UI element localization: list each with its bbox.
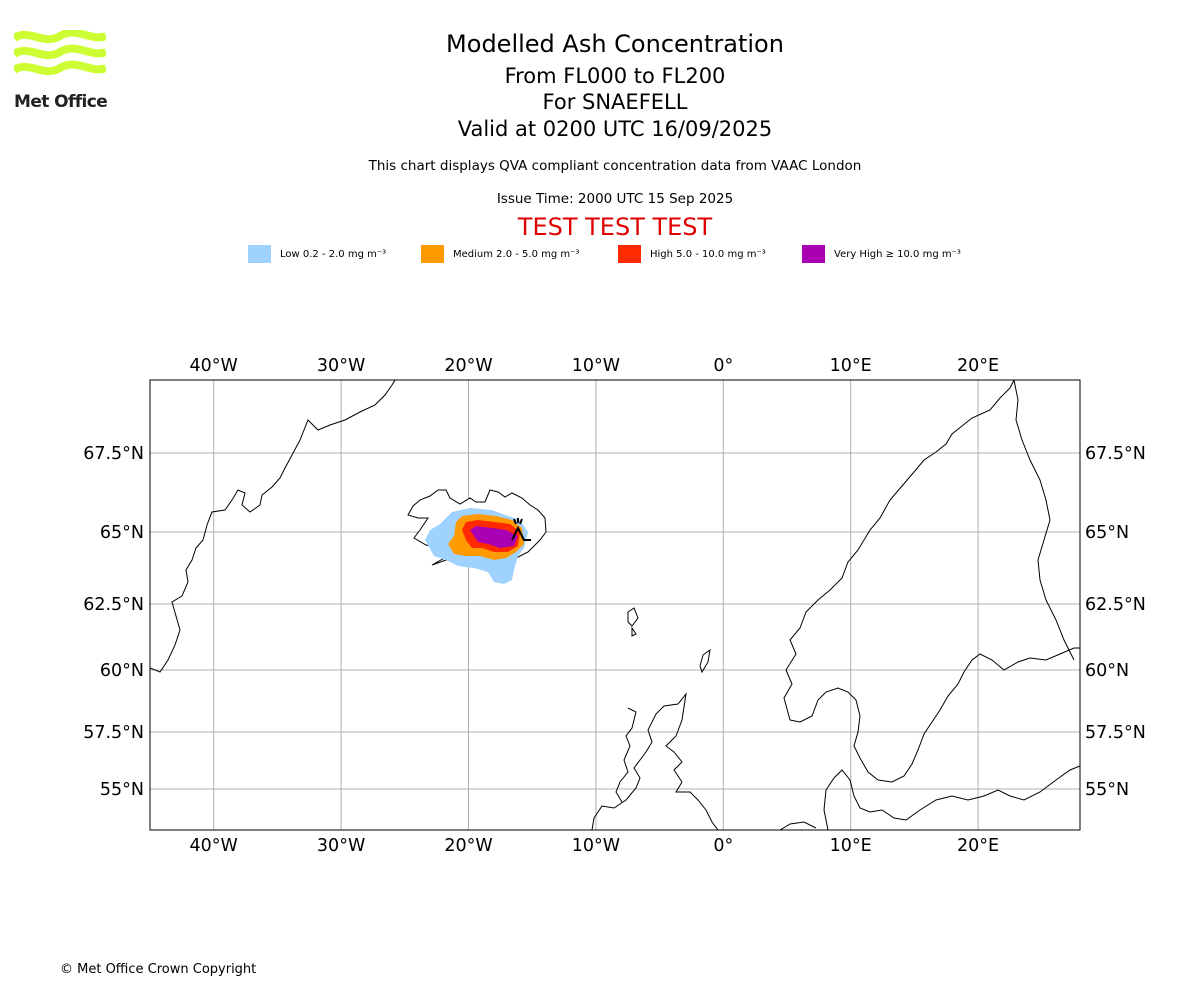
flight-level-subtitle: From FL000 to FL200 [504, 64, 726, 88]
met-office-logo-icon [14, 30, 106, 76]
lon-tick-label-top: 0° [713, 356, 733, 376]
lat-tick-label-left: 67.5°N [83, 444, 144, 464]
lat-tick-label-left: 65°N [100, 523, 144, 543]
legend-swatch-high [618, 245, 641, 263]
legend-item-very-high: Very High ≥ 10.0 mg m⁻³ [802, 244, 961, 264]
map-frame [149, 379, 1081, 831]
met-office-logo-text: Met Office [14, 92, 108, 112]
lon-tick-label-bottom: 0° [713, 836, 733, 856]
lon-tick-label-bottom: 10°W [572, 836, 620, 856]
lon-tick-label-bottom: 20°E [957, 836, 999, 856]
lon-tick-label-top: 10°E [830, 356, 872, 376]
lon-tick-label-bottom: 20°W [444, 836, 492, 856]
lon-tick-label-top: 40°W [190, 356, 238, 376]
denmark-baltic-coastline [779, 765, 1080, 830]
lat-tick-label-right: 65°N [1085, 523, 1129, 543]
test-banner: TEST TEST TEST [517, 213, 713, 241]
map-area [150, 380, 1080, 830]
legend-item-high: High 5.0 - 10.0 mg m⁻³ [618, 244, 766, 264]
legend-swatch-medium [421, 245, 444, 263]
copyright-notice: © Met Office Crown Copyright [60, 962, 257, 977]
ash-very-high-region [470, 526, 518, 548]
faroe-islands [627, 607, 639, 637]
lon-tick-label-bottom: 40°W [190, 836, 238, 856]
legend-item-low: Low 0.2 - 2.0 mg m⁻³ [248, 244, 386, 264]
chart-title: Modelled Ash Concentration [446, 30, 784, 58]
lon-tick-label-bottom: 10°E [830, 836, 872, 856]
map-tick-labels: 40°W 40°W 30°W 30°W 20°W 20°W 10°W 10°W 0° 0° 10°E… [83, 356, 1146, 856]
uk-coastline [591, 692, 719, 830]
lon-tick-label-top: 20°E [957, 356, 999, 376]
lat-tick-label-right: 57.5°N [1085, 723, 1146, 743]
lat-tick-label-right: 62.5°N [1085, 595, 1146, 615]
lat-tick-label-right: 60°N [1085, 661, 1129, 681]
lon-tick-label-top: 10°W [572, 356, 620, 376]
scandinavia-coastline [783, 380, 1080, 783]
volcano-icon [511, 518, 531, 541]
map-gridlines [150, 380, 1080, 830]
lat-tick-label-right: 55°N [1085, 780, 1129, 800]
legend-label-medium: Medium 2.0 - 5.0 mg m⁻³ [453, 248, 580, 260]
lon-tick-label-top: 30°W [317, 356, 365, 376]
shetland-islands [699, 648, 711, 674]
ash-plume [425, 508, 528, 584]
legend-label-low: Low 0.2 - 2.0 mg m⁻³ [280, 248, 387, 260]
valid-time-subtitle: Valid at 0200 UTC 16/09/2025 [457, 117, 773, 141]
legend-label-high: High 5.0 - 10.0 mg m⁻³ [650, 248, 766, 260]
lat-tick-label-left: 60°N [100, 661, 144, 681]
lon-tick-label-top: 20°W [444, 356, 492, 376]
compliance-note: This chart displays QVA compliant concen… [368, 158, 862, 174]
legend-label-very-high: Very High ≥ 10.0 mg m⁻³ [834, 248, 961, 260]
greenland-coastline [150, 380, 396, 673]
lat-tick-label-left: 62.5°N [83, 595, 144, 615]
volcano-subtitle: For SNAEFELL [542, 90, 688, 114]
legend-swatch-low [248, 245, 271, 263]
legend-item-medium: Medium 2.0 - 5.0 mg m⁻³ [421, 244, 579, 264]
legend-swatch-very-high [802, 245, 825, 263]
lat-tick-label-left: 57.5°N [83, 723, 144, 743]
lat-tick-label-left: 55°N [100, 780, 144, 800]
lon-tick-label-bottom: 30°W [317, 836, 365, 856]
issue-time: Issue Time: 2000 UTC 15 Sep 2025 [496, 191, 734, 207]
lat-tick-label-right: 67.5°N [1085, 444, 1146, 464]
